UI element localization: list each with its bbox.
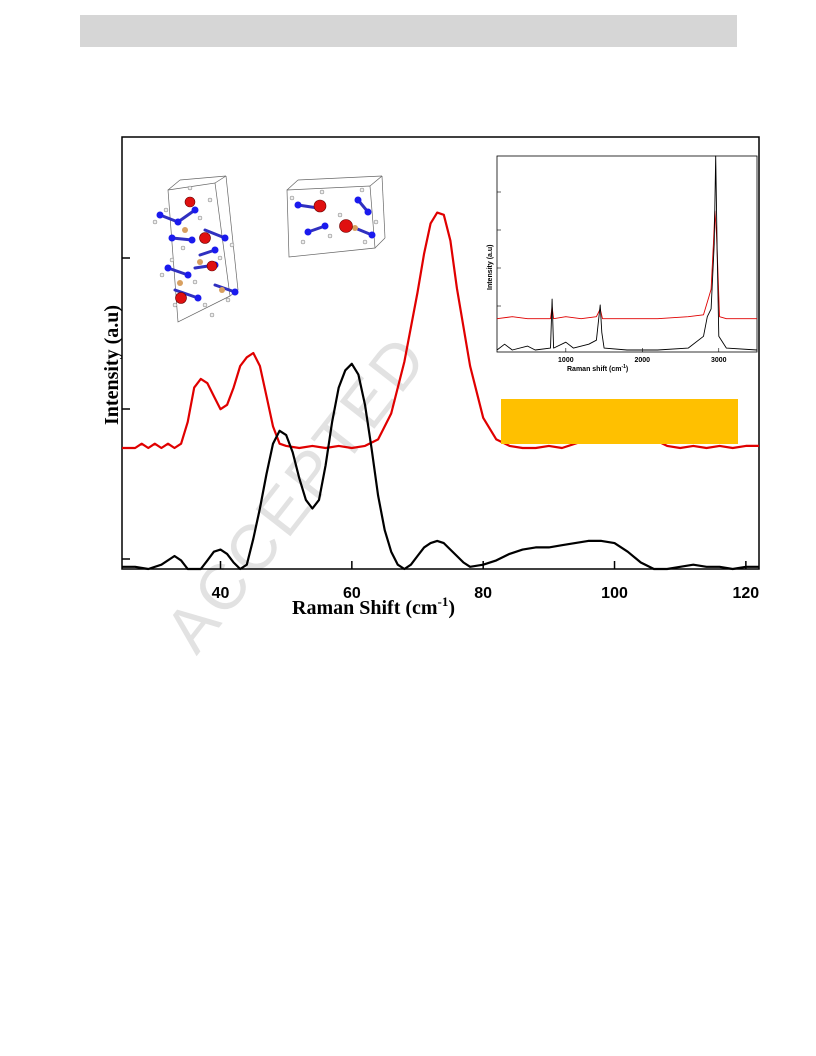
x-tick-label: 80 bbox=[474, 585, 492, 602]
x-axis-ticks: 40 60 80 100 120 bbox=[212, 561, 760, 602]
series-line-2 bbox=[122, 362, 759, 571]
x-axis-title-sup: -1 bbox=[438, 594, 449, 609]
inset-series-group bbox=[496, 155, 758, 351]
redaction-box bbox=[501, 399, 738, 444]
inset-x-ticks: 1000 2000 3000 bbox=[558, 348, 727, 364]
crystal-structure-large bbox=[152, 175, 239, 323]
inset-x-axis-title-suffix: ) bbox=[626, 366, 628, 373]
inset-x-axis-title-sup: -1 bbox=[621, 364, 626, 370]
series-line-2 bbox=[496, 155, 758, 351]
x-tick-label: 2000 bbox=[635, 357, 651, 364]
x-tick-label: 120 bbox=[733, 585, 760, 602]
header-bar bbox=[80, 15, 737, 47]
x-tick-label: 60 bbox=[343, 585, 361, 602]
x-axis-title-main: Raman Shift (cm bbox=[292, 597, 438, 619]
y-axis-title: Intensity (a.u) bbox=[101, 305, 123, 425]
x-axis-title-suffix: ) bbox=[448, 597, 455, 619]
x-tick-label: 100 bbox=[601, 585, 628, 602]
crystal-structure-small bbox=[286, 175, 386, 258]
x-tick-label: 40 bbox=[212, 585, 230, 602]
x-tick-label: 1000 bbox=[558, 357, 574, 364]
x-axis-title: Raman Shift (cm-1) bbox=[292, 594, 455, 619]
inset-x-axis-title: Raman shift (cm-1) bbox=[567, 364, 628, 373]
inset-y-axis-title: Intensity (a.u) bbox=[487, 244, 494, 290]
plot-frame bbox=[121, 136, 760, 570]
inset-chart: 1000 2000 3000 Intensity (a.u) Raman shift… bbox=[487, 155, 758, 373]
inset-x-axis-title-main: Raman shift (cm bbox=[567, 366, 621, 373]
inset-frame bbox=[496, 155, 758, 353]
x-tick-label: 3000 bbox=[711, 357, 727, 364]
